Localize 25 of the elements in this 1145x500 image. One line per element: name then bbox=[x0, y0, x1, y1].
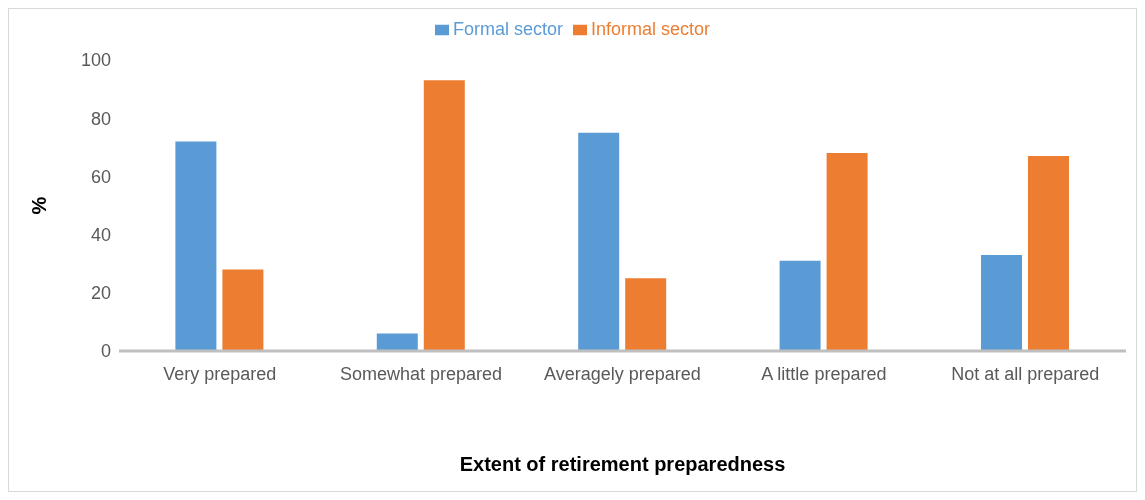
y-axis-title: % bbox=[28, 196, 51, 215]
x-tick-label: A little prepared bbox=[761, 363, 887, 384]
y-tick-label: 60 bbox=[90, 166, 111, 187]
x-tick-label: Very prepared bbox=[163, 363, 277, 384]
x-tick-label: Averagely prepared bbox=[544, 363, 701, 384]
bar bbox=[578, 132, 620, 351]
x-tick-label: Not at all prepared bbox=[951, 363, 1100, 384]
bar bbox=[1027, 156, 1069, 351]
y-tick-label: 80 bbox=[90, 108, 111, 129]
bar bbox=[423, 80, 465, 351]
legend-label: Formal sector bbox=[452, 19, 563, 39]
bar bbox=[980, 254, 1022, 351]
bar bbox=[625, 278, 667, 351]
bar bbox=[826, 153, 868, 351]
y-tick-label: 40 bbox=[90, 224, 111, 245]
y-tick-label: 0 bbox=[100, 341, 111, 362]
bar bbox=[779, 260, 821, 351]
x-axis-title: Extent of retirement preparedness bbox=[459, 453, 786, 475]
legend-label: Informal sector bbox=[590, 19, 711, 39]
x-tick-label: Somewhat prepared bbox=[340, 363, 503, 384]
y-tick-label: 20 bbox=[90, 283, 111, 304]
bar bbox=[376, 333, 418, 351]
y-tick-label: 100 bbox=[80, 50, 111, 71]
bar bbox=[175, 141, 217, 351]
bar bbox=[222, 269, 264, 351]
